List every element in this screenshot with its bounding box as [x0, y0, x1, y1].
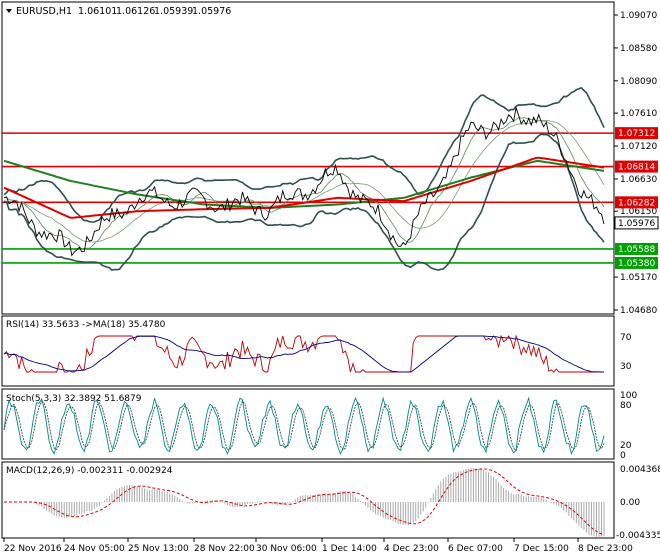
macd-indicator — [4, 468, 605, 537]
time-tick-label: 24 Nov 05:00 — [64, 544, 125, 554]
level-tag — [615, 256, 658, 269]
level-tag — [615, 242, 658, 255]
level-tag-label: 1.07312 — [618, 129, 655, 139]
time-tick-label: 30 Nov 06:00 — [256, 544, 317, 554]
price-tick-label: 1.06630 — [620, 175, 657, 185]
time-tick-label: 28 Nov 22:00 — [194, 544, 255, 554]
rsi-tick-30: 30 — [620, 362, 632, 372]
stoch-tick-100: 100 — [620, 391, 637, 401]
time-tick-label: 7 Dec 15:00 — [514, 544, 569, 554]
macd-tick-bottom: -0.004335 — [616, 531, 660, 541]
price-indicators — [3, 86, 605, 271]
current-price-tag — [614, 216, 659, 230]
open-value: 1.06101 — [78, 6, 117, 17]
price-tick-label: 1.08580 — [620, 44, 657, 54]
symbol-label: EURUSD,H1 — [16, 6, 72, 17]
macd-signal-line — [4, 468, 605, 536]
high-value: 1.06126 — [116, 6, 155, 17]
time-tick-label: 6 Dec 07:00 — [448, 544, 503, 554]
level-tag-label: 1.06282 — [618, 198, 655, 208]
price-tick-label: 1.04680 — [620, 306, 657, 316]
stoch-indicator — [3, 396, 605, 456]
low-value: 1.05939 — [154, 6, 193, 17]
stoch-main-line — [3, 396, 605, 456]
time-tick-label: 25 Nov 13:00 — [128, 544, 189, 554]
close-value: 1.05976 — [192, 6, 231, 17]
rsi-line — [3, 334, 604, 373]
dropdown-triangle-icon[interactable] — [6, 9, 12, 13]
level-tag-label: 1.05588 — [618, 245, 655, 255]
price-tick-label: 1.05170 — [620, 273, 657, 283]
price-tick-label: 1.06150 — [620, 207, 657, 217]
time-tick-label: 4 Dec 23:00 — [384, 544, 439, 554]
level-tag-label: 1.05380 — [618, 259, 655, 269]
price-tick-label: 1.07610 — [620, 109, 657, 119]
ma-red — [3, 156, 605, 219]
price-tick-label: 1.09070 — [620, 11, 657, 21]
price-levels: 1.07312 1.06814 1.06282 1.05588 1.05380 1.059… — [2, 127, 659, 269]
rsi-tick-70: 70 — [620, 333, 632, 343]
stoch-signal-line — [3, 400, 605, 452]
rsi-label: RSI(14) 33.5633 ->MA(18) 35.4780 — [6, 320, 166, 330]
ma-fast — [3, 117, 605, 250]
price-axis: 1.09070 1.08580 1.08090 1.07610 1.07120 1.066… — [614, 11, 657, 316]
price-tick-label: 1.08090 — [620, 77, 657, 87]
level-tag — [615, 127, 658, 140]
price-line — [3, 106, 605, 257]
stoch-tick-0: 0 — [620, 451, 626, 461]
macd-tick-top: 0.004368 — [620, 465, 660, 475]
bollinger-lower — [3, 133, 605, 271]
level-tag — [615, 196, 658, 209]
price-tick-label: 1.07120 — [620, 142, 657, 152]
stoch-tick-80: 80 — [620, 401, 632, 411]
bollinger-upper — [3, 86, 605, 223]
rsi-ma-line — [3, 335, 604, 373]
level-tag — [615, 160, 658, 173]
current-price-label: 1.05976 — [618, 219, 655, 229]
stoch-tick-20: 20 — [620, 441, 632, 451]
time-tick-label: 8 Dec 23:00 — [578, 544, 633, 554]
time-tick-label: 22 Nov 2016 — [4, 544, 62, 554]
time-axis: 22 Nov 2016 24 Nov 05:00 25 Nov 13:00 28 No… — [3, 538, 633, 554]
level-tag-label: 1.06814 — [618, 163, 655, 173]
stoch-label: Stoch(5,3,3) 32.3892 51.6879 — [6, 394, 142, 404]
rsi-indicator — [3, 334, 604, 373]
macd-tick-zero: 0.00 — [620, 498, 640, 508]
price-panel[interactable] — [1, 1, 615, 315]
time-tick-label: 1 Dec 14:00 — [322, 544, 377, 554]
macd-label: MACD(12,26,9) -0.002311 -0.002924 — [6, 466, 173, 476]
